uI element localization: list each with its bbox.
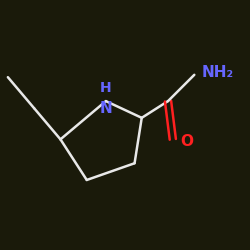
Text: O: O xyxy=(180,134,193,149)
Text: N: N xyxy=(100,101,112,116)
Text: H: H xyxy=(100,81,112,95)
Text: NH₂: NH₂ xyxy=(202,65,234,80)
